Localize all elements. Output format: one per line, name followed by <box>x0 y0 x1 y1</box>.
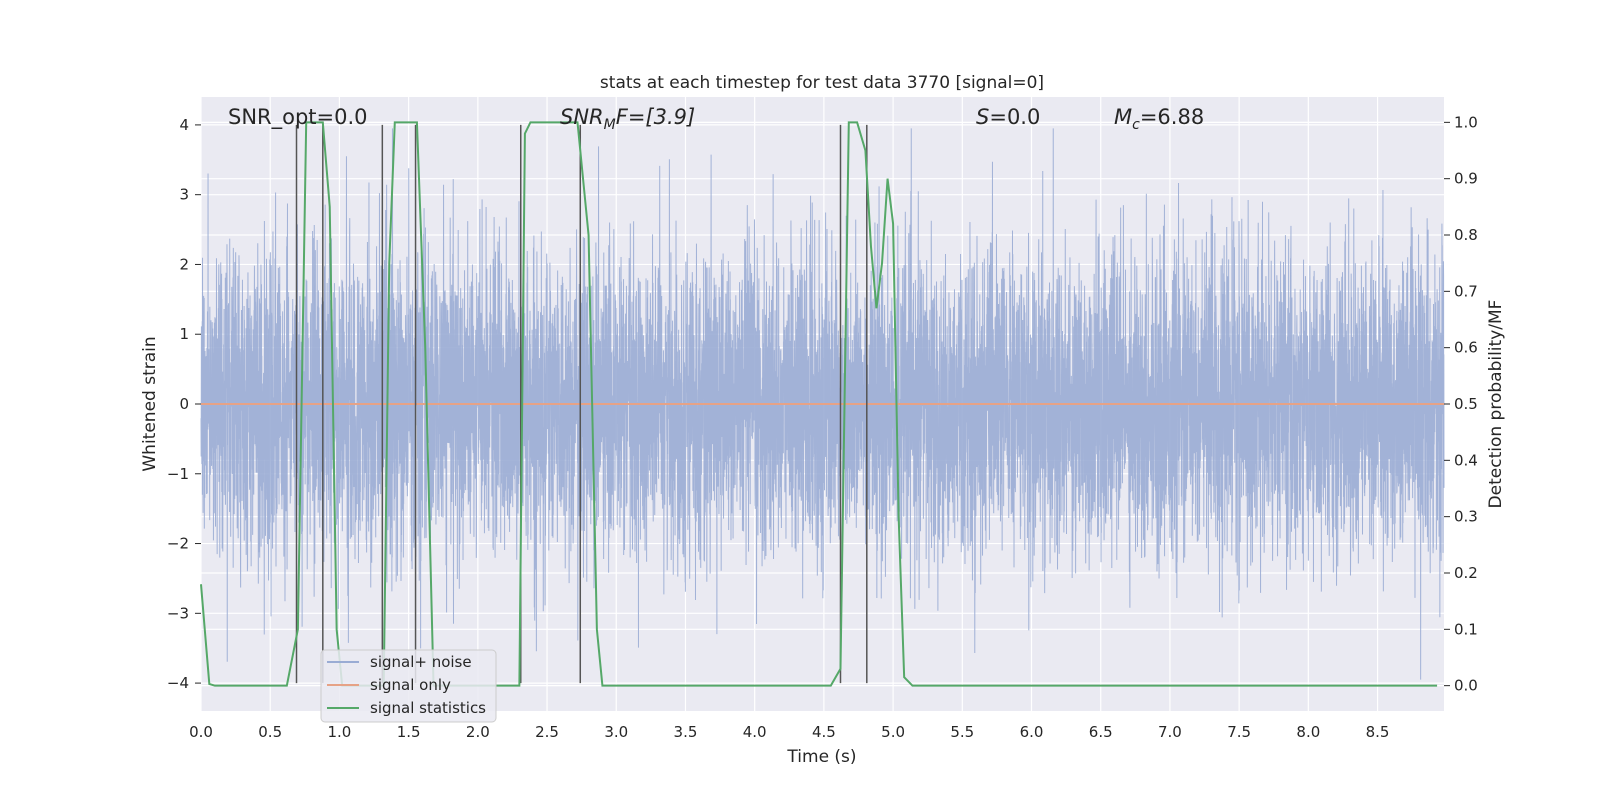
y-tick-label-right: 0.1 <box>1454 620 1478 638</box>
annotation-snr-mf: SNRMF=[3.9] <box>560 105 695 133</box>
legend-label-signal-noise: signal+ noise <box>370 653 472 671</box>
legend: signal+ noise signal only signal statist… <box>320 649 497 723</box>
x-tick-label: 6.0 <box>1020 723 1044 741</box>
x-tick-label: 4.5 <box>812 723 836 741</box>
x-tick-label: 1.5 <box>397 723 421 741</box>
x-tick-label: 0.0 <box>189 723 213 741</box>
chart-title: stats at each timestep for test data 377… <box>600 73 1044 93</box>
y-tick-label-right: 0.4 <box>1454 451 1478 469</box>
y-tick-label-right: 0.7 <box>1454 282 1478 300</box>
legend-label-signal-statistics: signal statistics <box>370 699 486 717</box>
signal-statistics-line <box>200 121 1438 687</box>
annotation-snr-opt: SNR_opt=0.0 <box>228 105 368 130</box>
y-tick-label-left: −4 <box>167 674 189 692</box>
y-tick-label-right: 0.5 <box>1454 395 1478 413</box>
x-tick-label: 8.5 <box>1366 723 1390 741</box>
legend-box <box>320 649 497 723</box>
y-ticks-left: −4 −3 −2 −1 0 1 2 3 4 <box>167 116 201 692</box>
y-tick-label-left: −3 <box>167 604 189 622</box>
x-tick-label: 7.5 <box>1227 723 1251 741</box>
x-tick-label: 7.0 <box>1158 723 1182 741</box>
signal-noise-series <box>200 128 1445 680</box>
annotation-mc: Mc=6.88 <box>1114 105 1204 133</box>
x-tick-label: 5.0 <box>881 723 905 741</box>
x-ticks: 0.0 0.5 1.0 1.5 2.0 2.5 3.0 3.5 4.0 4.5 5.0 5.5 6.0 6… <box>189 723 1389 741</box>
y-axis-label-right: Detection probability/MF <box>1486 300 1506 509</box>
y-tick-label-left: 3 <box>179 186 189 204</box>
signal-noise-line <box>200 128 1445 680</box>
x-tick-label: 3.5 <box>674 723 698 741</box>
y-tick-label-left: 0 <box>179 395 189 413</box>
x-tick-label: 3.0 <box>604 723 628 741</box>
y-tick-label-left: 1 <box>179 325 189 343</box>
x-tick-label: 6.5 <box>1089 723 1113 741</box>
signal-statistics-series <box>200 121 1438 687</box>
annotation-s: S=0.0 <box>976 105 1040 129</box>
y-tick-label-right: 0.2 <box>1454 564 1478 582</box>
legend-label-signal-only: signal only <box>370 676 451 694</box>
x-tick-label: 2.5 <box>535 723 559 741</box>
y-tick-label-right: 0.9 <box>1454 170 1478 188</box>
y-tick-label-left: −2 <box>167 535 189 553</box>
y-tick-label-left: 2 <box>179 255 189 273</box>
y-tick-label-right: 0.0 <box>1454 677 1478 695</box>
y-tick-label-right: 0.8 <box>1454 226 1478 244</box>
y-tick-label-left: 4 <box>179 116 189 134</box>
y-axis-label-left: Whitened strain <box>140 336 160 471</box>
y-ticks-right: 0.0 0.1 0.2 0.3 0.4 0.5 0.6 0.7 0.8 0.9 1.0 <box>1444 113 1478 695</box>
x-tick-label: 5.5 <box>950 723 974 741</box>
x-axis-label: Time (s) <box>786 747 856 767</box>
y-tick-label-right: 0.3 <box>1454 508 1478 526</box>
y-tick-label-right: 0.6 <box>1454 339 1478 357</box>
x-tick-label: 2.0 <box>466 723 490 741</box>
x-tick-label: 0.5 <box>258 723 282 741</box>
x-tick-label: 4.0 <box>743 723 767 741</box>
x-tick-label: 8.0 <box>1296 723 1320 741</box>
vertical-markers <box>295 124 868 684</box>
y-tick-label-left: −1 <box>167 465 189 483</box>
y-tick-label-right: 1.0 <box>1454 113 1478 131</box>
x-tick-label: 1.0 <box>327 723 351 741</box>
